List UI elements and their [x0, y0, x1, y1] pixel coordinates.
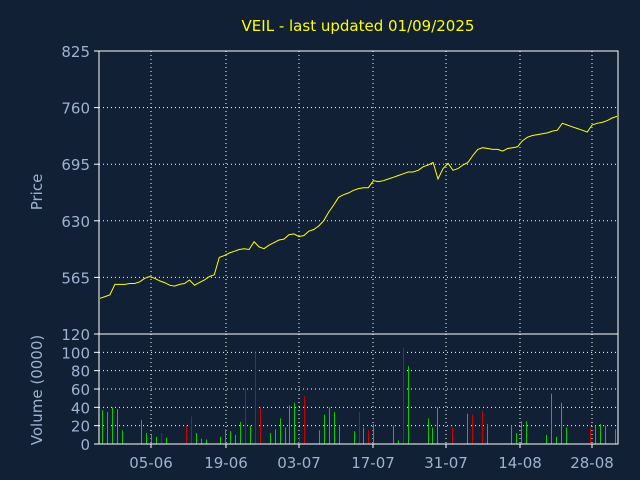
x-tick-label-3: 17-07: [351, 454, 395, 472]
x-tick-label-5: 14-08: [498, 454, 542, 472]
price-panel: 565 630 695 760 825: [61, 43, 619, 335]
price-axis-label: Price: [28, 174, 46, 211]
volume-ytick-label-4: 80: [71, 363, 90, 381]
price-ytick-label-4: 825: [61, 43, 90, 61]
x-tick-label-2: 03-07: [277, 454, 321, 472]
volume-ytick-label-3: 60: [71, 381, 90, 399]
price-ytick-label-0: 565: [61, 269, 90, 287]
price-ytick-label-1: 630: [61, 213, 90, 231]
chart-title: VEIL - last updated 01/09/2025: [242, 17, 475, 35]
volume-ytick-label-0: 0: [80, 436, 90, 454]
x-tick-label-1: 19-06: [204, 454, 248, 472]
volume-ytick-label-1: 20: [71, 418, 90, 436]
x-axis: 05-06 19-06 03-07 17-07 31-07 14-08 28-08: [129, 444, 614, 472]
x-tick-label-6: 28-08: [570, 454, 614, 472]
price-ytick-label-2: 695: [61, 156, 90, 174]
volume-panel-frame: [98, 333, 619, 445]
price-panel-frame: [98, 50, 619, 335]
price-series-line: [99, 115, 618, 299]
volume-ytick-label-6: 120: [61, 326, 90, 344]
volume-ytick-label-2: 40: [71, 399, 90, 417]
x-tick-label-0: 05-06: [129, 454, 173, 472]
price-ytick-label-3: 760: [61, 100, 90, 118]
x-tick-label-4: 31-07: [424, 454, 468, 472]
volume-ytick-label-5: 100: [61, 344, 90, 362]
volume-axis-label: Volume (0000): [28, 335, 46, 445]
